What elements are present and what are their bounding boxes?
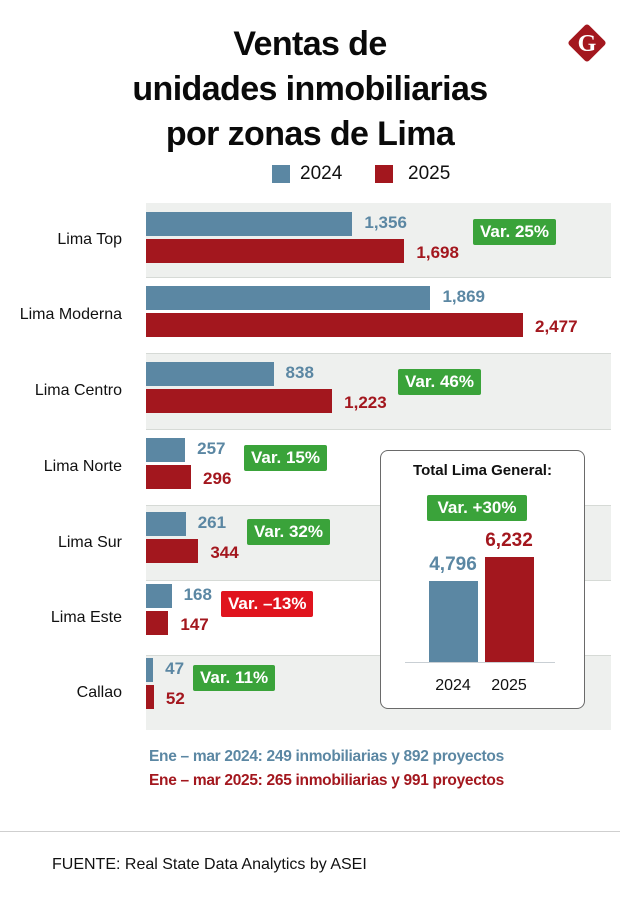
- footer-divider: [0, 831, 620, 832]
- category-label: Lima Norte: [43, 458, 122, 475]
- variation-badge: Var. 32%: [247, 519, 331, 545]
- legend-label-2025: 2025: [408, 163, 451, 184]
- bar-2025: [146, 389, 333, 413]
- bar-2025: [146, 239, 405, 263]
- bar-2024: [146, 658, 154, 682]
- logo-letter: G: [578, 31, 597, 57]
- inset-value-label-2024: 4,796: [429, 554, 477, 576]
- bar-2025: [146, 313, 523, 337]
- variation-badge: Var. –13%: [221, 591, 314, 617]
- value-label-2024: 1,869: [442, 287, 485, 306]
- category-label: Callao: [76, 683, 122, 701]
- bar-2024: [146, 438, 186, 462]
- bar-2025: [146, 685, 154, 709]
- bar-2024: [146, 512, 186, 536]
- value-label-2024: 1,356: [364, 213, 407, 232]
- row-divider: [146, 353, 611, 354]
- category-label: Lima Este: [50, 608, 122, 626]
- row-divider: [146, 655, 611, 656]
- value-label-2025: 1,698: [416, 243, 459, 262]
- value-label-2024: 47: [165, 659, 185, 678]
- inset-bar-2024: [429, 581, 478, 662]
- value-label-2025: 2,477: [535, 317, 578, 336]
- variation-badge: Var. 46%: [398, 369, 482, 395]
- bar-2024: [146, 212, 353, 236]
- variation-badge: Var. 25%: [473, 219, 557, 245]
- bar-2024: [146, 362, 274, 386]
- inset-value-label-2025: 6,232: [485, 530, 533, 551]
- legend-label-2024: 2024: [300, 163, 343, 184]
- variation-badge: Var. 15%: [244, 445, 328, 471]
- inset-bar-2025: [485, 557, 534, 662]
- row-divider: [146, 277, 611, 278]
- title-line-2: unidades inmobiliarias: [132, 70, 488, 108]
- note-2025: Ene – mar 2025: 265 inmobiliarias y 991 …: [149, 772, 504, 789]
- note-2024: Ene – mar 2024: 249 inmobiliarias y 892 …: [149, 748, 504, 765]
- bar-2025: [146, 465, 192, 489]
- value-label-2025: 1,223: [344, 393, 387, 412]
- value-label-2025: 147: [180, 615, 209, 634]
- value-label-2025: 344: [210, 543, 239, 562]
- row-divider: [146, 429, 611, 430]
- inset-year-label: 2025: [491, 677, 527, 694]
- category-label: Lima Moderna: [19, 306, 122, 323]
- inset-year-label: 2024: [435, 677, 471, 694]
- chart-title: Ventas de unidades inmobiliarias por zon…: [0, 22, 620, 157]
- variation-badge: Var. 11%: [193, 665, 276, 691]
- title-line-3: por zonas de Lima: [165, 115, 455, 153]
- value-label-2024: 261: [197, 513, 227, 532]
- category-label: Lima Centro: [34, 382, 122, 399]
- bar-2025: [146, 539, 199, 563]
- source-credit: FUENTE: Real State Data Analytics by ASE…: [52, 856, 367, 873]
- legend-swatch-2024: [272, 165, 290, 183]
- inset-title: Total Lima General:: [413, 462, 552, 479]
- brand-logo-icon: G: [564, 20, 610, 66]
- legend-swatch-2025: [375, 165, 393, 183]
- value-label-2024: 168: [183, 585, 212, 604]
- category-label: Lima Sur: [57, 533, 122, 551]
- value-label-2025: 296: [203, 469, 232, 488]
- value-label-2025: 52: [165, 689, 185, 708]
- row-divider: [146, 580, 611, 581]
- bar-2024: [146, 584, 172, 608]
- bar-2025: [146, 611, 169, 635]
- inset-baseline: [405, 662, 555, 663]
- bar-2024: [146, 286, 431, 310]
- row-divider: [146, 505, 611, 506]
- total-lima-general-panel: [380, 450, 585, 709]
- value-label-2024: 257: [197, 439, 226, 458]
- category-label: Lima Top: [57, 231, 122, 248]
- value-label-2024: 838: [285, 363, 314, 382]
- inset-variation-badge: Var. +30%: [427, 495, 527, 521]
- title-line-1: Ventas de: [233, 25, 387, 63]
